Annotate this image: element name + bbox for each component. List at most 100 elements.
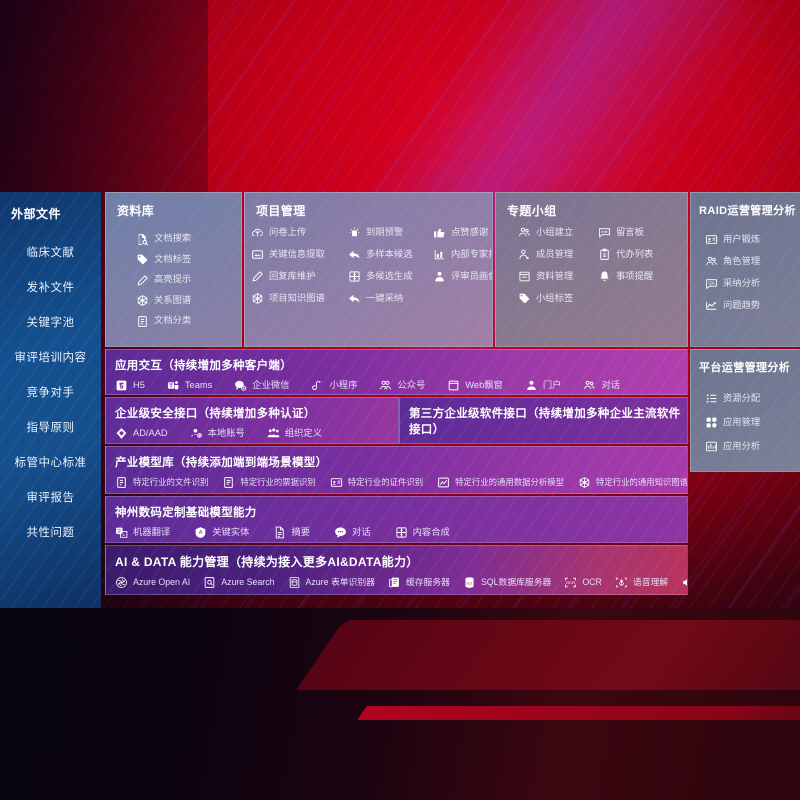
feature-label: 角色管理	[723, 255, 761, 266]
feature-cache-server[interactable]: 缓存服务器	[388, 576, 450, 589]
feature-label: 资料管理	[536, 270, 574, 281]
miniprogram-icon	[311, 379, 324, 392]
sidebar-item-standards-center[interactable]: 标管中心标准	[14, 456, 87, 469]
feature-group-create[interactable]: 小组建立	[518, 226, 598, 239]
feature-label: 内容合成	[412, 526, 450, 537]
feature-label: 成员管理	[536, 248, 574, 259]
feature-content-synthesis[interactable]: 内容合成	[395, 526, 450, 539]
feature-dialog[interactable]: 对话	[583, 379, 620, 392]
feature-azure-form-recognizer[interactable]: Azure 表单识别器	[288, 576, 375, 589]
feature-expert-ranking[interactable]: 内部专家排名	[433, 248, 492, 261]
feature-user-training[interactable]: 用户锻炼	[705, 233, 793, 246]
feature-material-management[interactable]: 资料管理	[518, 270, 598, 283]
feature-group-tag[interactable]: 小组标签	[518, 292, 598, 305]
sidebar-item-review-report[interactable]: 审评报告	[26, 491, 75, 504]
feature-label: 文档分类	[154, 315, 192, 326]
data-analysis-icon	[437, 476, 450, 489]
feature-resource-allocation[interactable]: 资源分配	[705, 392, 793, 405]
ocr-icon: OCR	[564, 576, 577, 589]
feature-industry-id-recognition[interactable]: 特定行业的证件识别	[330, 476, 423, 489]
sidebar-item-guidelines[interactable]: 指导原则	[26, 421, 75, 434]
feature-voice-understanding[interactable]: 语音理解	[615, 576, 668, 589]
feature-app-analysis[interactable]: 应用分析	[705, 440, 793, 453]
feature-azure-open-ai[interactable]: Azure Open AI	[115, 576, 190, 589]
feature-industry-receipt-recognition[interactable]: 特定行业的票据识别	[222, 476, 316, 489]
sidebar-item-common-issues[interactable]: 共性问题	[26, 526, 75, 539]
entity-a-icon: A	[194, 526, 207, 539]
feature-one-click-adopt[interactable]: 一键采纳	[348, 292, 433, 305]
sidebar-item-competitors[interactable]: 竞争对手	[26, 386, 75, 399]
person-settings-icon	[518, 248, 531, 261]
feature-todo-list[interactable]: 代办列表	[598, 248, 687, 261]
feature-label: 语音理解	[632, 577, 669, 588]
sidebar-list: 临床文献 发补文件 关键字池 审评培训内容 竞争对手 指导原则 标管中心标准 审…	[0, 234, 101, 549]
feature-app-management[interactable]: 应用管理	[705, 416, 793, 429]
feature-tts[interactable]: TTS	[681, 576, 687, 589]
feature-label: 采纳分析	[723, 277, 761, 288]
feature-summary[interactable]: 摘要	[273, 526, 310, 539]
panel-project-title: 项目管理	[256, 204, 306, 218]
bar-industry-items: 特定行业的文件识别 特定行业的票据识别 特定行业的证件识别 特定行业的通用数据分…	[106, 470, 687, 489]
alarm-light-icon	[348, 226, 361, 239]
feature-multi-sample-candidate[interactable]: 多样本候选	[348, 248, 433, 261]
feature-relation-graph[interactable]: 关系图谱	[136, 294, 233, 307]
feature-portal[interactable]: 门户	[525, 379, 561, 392]
feature-api-designer[interactable]: API自动化设计器	[409, 443, 498, 444]
feature-highlight-hint[interactable]: 高亮提示	[136, 274, 233, 287]
feature-issue-trend[interactable]: 问题趋势	[705, 299, 793, 312]
message-board-icon	[598, 226, 611, 239]
sidebar-item-keyword-pool[interactable]: 关键字池	[26, 316, 75, 329]
org-people-icon	[267, 427, 280, 440]
feature-dialog-model[interactable]: 对话	[334, 526, 371, 539]
feature-industry-knowledge-graph-model[interactable]: 特定行业的通用知识图谱模型	[578, 476, 687, 489]
feature-industry-file-recognition[interactable]: 特定行业的文件识别	[115, 476, 208, 489]
bell-icon	[598, 270, 611, 283]
feature-multi-candidate-generate[interactable]: 多候选生成	[348, 270, 433, 283]
expand-grid-icon	[348, 270, 361, 283]
feature-wework[interactable]: 企业微信	[234, 379, 289, 392]
feature-doc-classify[interactable]: 文档分类	[136, 315, 233, 328]
sidebar-item-review-training[interactable]: 审评培训内容	[14, 351, 87, 364]
feature-label: Azure Open AI	[133, 577, 191, 588]
feature-project-knowledge-graph[interactable]: 项目知识图谱	[251, 292, 348, 305]
web-window-icon	[447, 379, 460, 392]
feature-expiry-alert[interactable]: 到期预警	[348, 226, 433, 239]
bar-third-party-items: API自动化设计器	[400, 437, 687, 444]
feature-ocr[interactable]: OCR OCR	[564, 576, 602, 589]
feature-miniprogram[interactable]: 小程序	[311, 379, 357, 392]
sidebar-item-supplement-file[interactable]: 发补文件	[26, 281, 75, 294]
feature-label: 特定行业的通用数据分析模型	[455, 477, 564, 488]
feature-ad-aad[interactable]: AD/AAD	[115, 427, 168, 440]
feature-reply-library-maintain[interactable]: 回复库维护	[251, 270, 348, 283]
feature-label: 公众号	[397, 379, 426, 390]
file-recognize-icon	[115, 476, 128, 489]
svg-text:A: A	[122, 533, 125, 537]
feature-label: 到期预警	[366, 226, 404, 237]
feature-key-entity[interactable]: A 关键实体	[194, 526, 249, 539]
feature-doc-tag[interactable]: 文档标签	[136, 253, 233, 266]
bar-ai-data-management: AI & DATA 能力管理（持续为接入更多AI&DATA能力） Azure O…	[105, 545, 688, 595]
feature-message-board[interactable]: 留言板	[598, 226, 687, 239]
feature-reviewer-profile[interactable]: 评审员画像	[433, 270, 492, 283]
feature-sql-database-server[interactable]: SQL SQL数据库服务器	[463, 576, 551, 589]
feature-key-info-extract[interactable]: 关键信息提取	[251, 248, 348, 261]
dialog-people-icon	[583, 379, 596, 392]
feature-doc-search[interactable]: 文档搜索	[136, 233, 233, 246]
feature-teams[interactable]: Teams	[167, 379, 212, 392]
feature-local-account[interactable]: 本地账号	[190, 427, 245, 440]
feature-thumbs-up-thanks[interactable]: 点赞感谢	[433, 226, 492, 239]
feature-industry-data-analysis-model[interactable]: 特定行业的通用数据分析模型	[437, 476, 564, 489]
sidebar-item-clinical-literature[interactable]: 临床文献	[26, 246, 75, 259]
feature-item-reminder[interactable]: 事项提醒	[598, 270, 687, 283]
feature-questionnaire-upload[interactable]: 问卷上传	[251, 226, 348, 239]
feature-role-management[interactable]: 角色管理	[705, 255, 793, 268]
feature-member-management[interactable]: 成员管理	[518, 248, 598, 261]
feature-official-account[interactable]: 公众号	[379, 379, 425, 392]
feature-org-definition[interactable]: 组织定义	[267, 427, 322, 440]
feature-azure-search[interactable]: Azure Search	[203, 576, 275, 589]
feature-h5[interactable]: H5	[115, 379, 145, 392]
feature-web-float-window[interactable]: Web飘窗	[447, 379, 503, 392]
feature-adoption-analysis[interactable]: QA 采纳分析	[705, 277, 793, 290]
